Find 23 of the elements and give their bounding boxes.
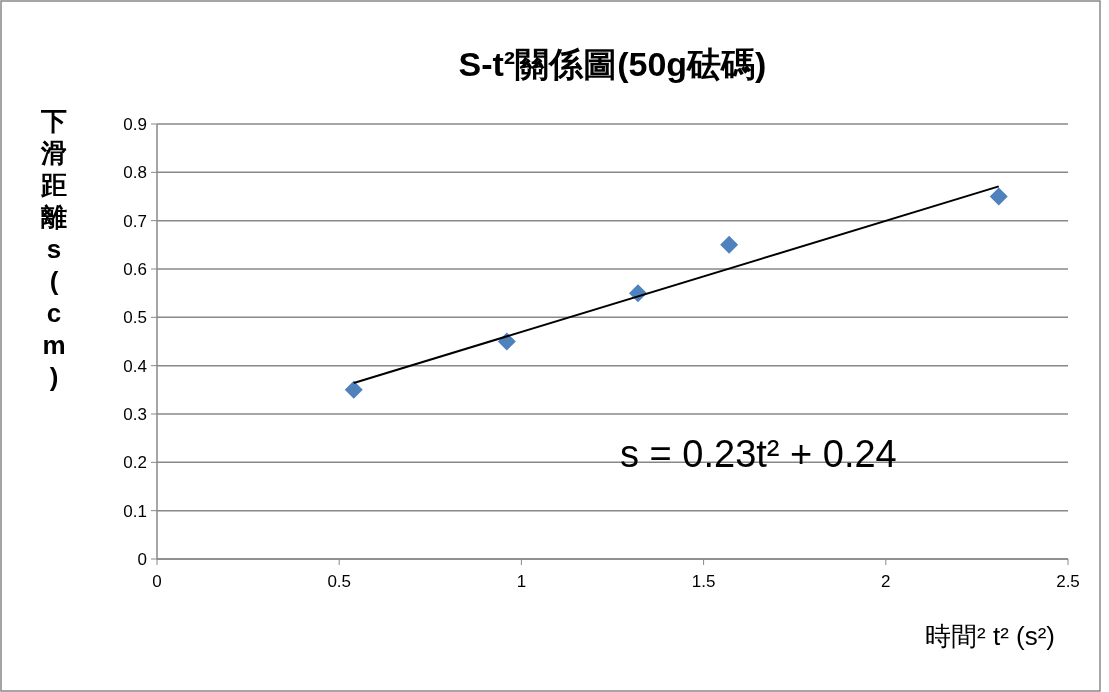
y-tick-label: 0.3 xyxy=(123,404,147,424)
y-tick-label: 0 xyxy=(137,549,147,569)
y-tick-label: 0.4 xyxy=(123,356,147,376)
x-tick-label: 2.5 xyxy=(1056,572,1080,591)
point xyxy=(989,187,1008,206)
x-tick-label: 1 xyxy=(516,572,527,591)
y-tick-label: 0.2 xyxy=(123,453,147,473)
y-tick-label: 0.9 xyxy=(123,114,147,134)
y-tick-label: 0.6 xyxy=(123,259,147,279)
x-tick-label: 2 xyxy=(881,572,891,591)
point xyxy=(344,380,363,399)
x-axis-title: 時間² t² (s²) xyxy=(925,621,1055,651)
text: 下滑距離s(cm) xyxy=(41,106,67,392)
x-tick-label: 0.5 xyxy=(327,572,352,591)
x-tick-label: 1.5 xyxy=(691,572,716,591)
y-tick-label: 0.1 xyxy=(123,501,147,521)
y-tick-label: 0.8 xyxy=(123,163,147,183)
chart-title: S-t²關係圖(50g砝碼) xyxy=(458,45,767,83)
point xyxy=(720,235,739,254)
annotation: s = 0.23t² + 0.24 xyxy=(620,433,897,476)
y-tick-label: 0.7 xyxy=(123,211,147,231)
y-tick-label: 0.5 xyxy=(123,308,147,328)
x-tick-label: 0 xyxy=(152,572,162,591)
